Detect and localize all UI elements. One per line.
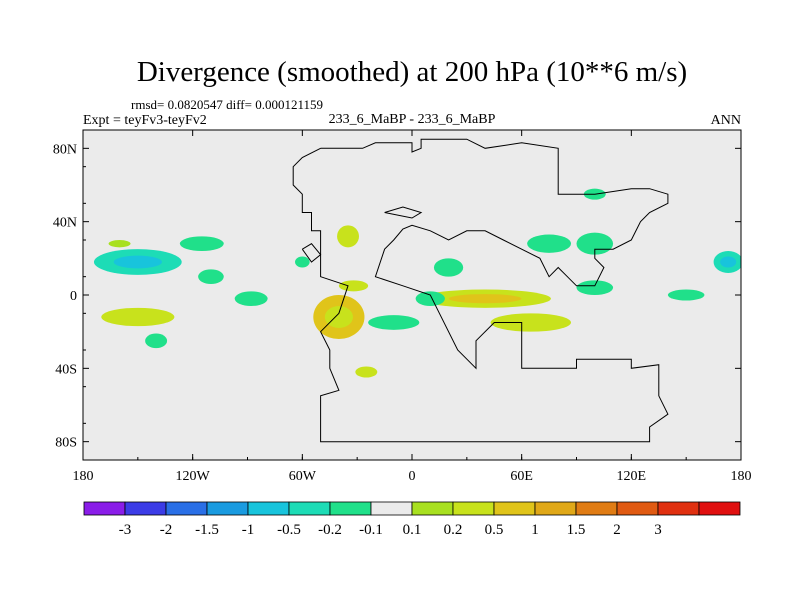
colorbar-box bbox=[288, 501, 331, 516]
anomaly-region bbox=[490, 313, 572, 332]
anomaly-region bbox=[433, 258, 464, 277]
anomaly-region bbox=[295, 256, 310, 268]
season-label: ANN bbox=[711, 113, 741, 128]
coastline bbox=[292, 138, 669, 443]
colorbar-box bbox=[124, 501, 167, 516]
anomaly-core bbox=[324, 306, 353, 328]
colorbar-box bbox=[165, 501, 208, 516]
anomaly-region bbox=[101, 307, 175, 327]
x-tick-label: 120E bbox=[617, 469, 647, 484]
x-tick-label: 0 bbox=[409, 469, 416, 484]
colorbar-label: -2 bbox=[160, 522, 173, 538]
colorbar-box bbox=[370, 501, 413, 516]
anomaly-region bbox=[368, 315, 420, 330]
colorbar-box bbox=[575, 501, 618, 516]
colorbar-label: 1.5 bbox=[567, 522, 586, 538]
coastline-segment bbox=[292, 138, 669, 443]
x-axis: 180 120W 60W 0 60E 120E 180 bbox=[73, 130, 752, 484]
y-tick-label: 80N bbox=[53, 142, 77, 157]
expt-label: Expt = teyFv3-teyFv2 bbox=[83, 113, 207, 128]
x-tick-label: 60E bbox=[510, 469, 533, 484]
coastline-segment bbox=[301, 243, 322, 263]
x-tick-label: 180 bbox=[731, 469, 752, 484]
anomaly-region bbox=[576, 280, 614, 295]
colorbar-box bbox=[534, 501, 577, 516]
colorbar: -3 -2 -1.5 -1 -0.5 -0.2 -0.1 0.1 0.2 0.5 1 1.5 2 3 bbox=[83, 501, 741, 538]
colorbar-label: 0.5 bbox=[485, 522, 504, 538]
colorbar-label: 0.2 bbox=[444, 522, 463, 538]
anomaly-region bbox=[667, 289, 705, 301]
colorbar-box bbox=[329, 501, 372, 516]
colorbar-label: -0.5 bbox=[277, 522, 301, 538]
plot-background bbox=[83, 130, 741, 460]
anomaly-core bbox=[720, 256, 737, 268]
colorbar-box bbox=[493, 501, 536, 516]
colorbar-box bbox=[411, 501, 454, 516]
anomaly-region bbox=[179, 236, 224, 252]
colorbar-label: 2 bbox=[613, 522, 621, 538]
coastline-segment bbox=[384, 206, 423, 219]
stats-text: rmsd= 0.0820547 diff= 0.000121159 bbox=[131, 97, 323, 112]
anomaly-region bbox=[145, 333, 168, 349]
anomaly-region bbox=[527, 234, 572, 253]
y-tick-label: 0 bbox=[70, 289, 77, 304]
y-tick-label: 40S bbox=[55, 362, 77, 377]
colorbar-box bbox=[657, 501, 700, 516]
case-label: 233_6_MaBP - 233_6_MaBP bbox=[329, 112, 496, 127]
colorbar-box bbox=[83, 501, 126, 516]
colorbar-label: 0.1 bbox=[403, 522, 422, 538]
y-axis: 80N 40N 0 40S 80S bbox=[53, 129, 741, 461]
anomaly-region bbox=[108, 240, 131, 248]
colorbar-label: -1 bbox=[242, 522, 255, 538]
x-tick-label: 120W bbox=[176, 469, 211, 484]
anomaly-field bbox=[93, 188, 741, 378]
anomaly-core bbox=[448, 294, 522, 304]
y-tick-label: 80S bbox=[55, 436, 77, 451]
colorbar-label: 3 bbox=[654, 522, 662, 538]
y-tick-label: 40N bbox=[53, 216, 77, 231]
anomaly-region bbox=[415, 291, 445, 306]
anomaly-region bbox=[337, 225, 359, 248]
colorbar-box bbox=[206, 501, 249, 516]
anomaly-region bbox=[338, 280, 369, 292]
x-tick-label: 60W bbox=[289, 469, 317, 484]
colorbar-label: 1 bbox=[531, 522, 539, 538]
colorbar-box bbox=[452, 501, 495, 516]
x-tick-label: 180 bbox=[73, 469, 94, 484]
anomaly-region bbox=[198, 269, 224, 284]
colorbar-box bbox=[247, 501, 290, 516]
colorbar-label: -1.5 bbox=[195, 522, 219, 538]
anomaly-region bbox=[355, 366, 378, 378]
chart-title: Divergence (smoothed) at 200 hPa (10**6 … bbox=[137, 56, 687, 88]
colorbar-box bbox=[616, 501, 659, 516]
colorbar-box bbox=[698, 501, 741, 516]
anomaly-core bbox=[113, 255, 162, 269]
colorbar-label: -0.2 bbox=[318, 522, 342, 538]
colorbar-label: -0.1 bbox=[359, 522, 383, 538]
colorbar-label: -3 bbox=[119, 522, 132, 538]
anomaly-region bbox=[234, 291, 268, 306]
